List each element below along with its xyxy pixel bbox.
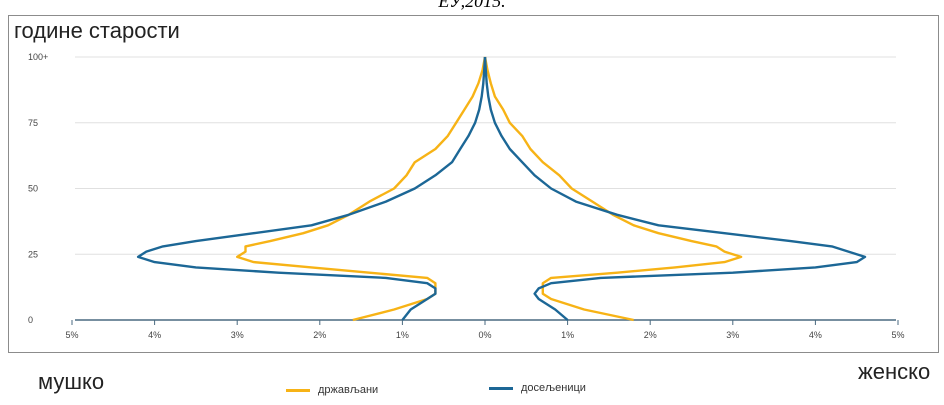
y-tick-label-1: 25: [28, 249, 38, 259]
x-tick-label-3: 2%: [313, 330, 326, 340]
series-line-immigrants-female: [483, 56, 867, 321]
x-tick-label-10: 5%: [891, 330, 904, 340]
x-tick-label-1: 4%: [148, 330, 161, 340]
x-tick-label-0: 5%: [65, 330, 78, 340]
x-tick-label-2: 3%: [231, 330, 244, 340]
legend-item-immigrants: досељеници: [489, 382, 586, 394]
legend-swatch-citizens: [286, 388, 310, 392]
x-tick-label-4: 1%: [396, 330, 409, 340]
legend-item-citizens: држављани: [286, 384, 378, 396]
legend-label-immigrants: досељеници: [521, 382, 586, 394]
x-tick-label-8: 3%: [726, 330, 739, 340]
male-side-label: мушко: [38, 369, 105, 394]
legend-swatch-immigrants: [489, 386, 513, 390]
chart-frame: [8, 15, 939, 353]
x-tick-label-6: 1%: [561, 330, 574, 340]
y-tick-label-0: 0: [28, 315, 33, 325]
y-tick-label-3: 75: [28, 118, 38, 128]
y-axis-title: године старости: [14, 18, 180, 43]
x-tick-label-7: 2%: [644, 330, 657, 340]
series-line-citizens-female: [483, 56, 743, 322]
legend-label-citizens: држављани: [318, 384, 379, 396]
page-caption: ЕУ,2015.: [438, 0, 506, 11]
female-side-label: женско: [858, 359, 931, 384]
y-tick-label-4: 100+: [28, 52, 48, 62]
x-tick-label-5: 0%: [478, 330, 491, 340]
series-line-citizens-male: [235, 56, 487, 322]
series-line-immigrants-male: [136, 56, 487, 321]
x-tick-label-9: 4%: [809, 330, 822, 340]
y-tick-label-2: 50: [28, 184, 38, 194]
